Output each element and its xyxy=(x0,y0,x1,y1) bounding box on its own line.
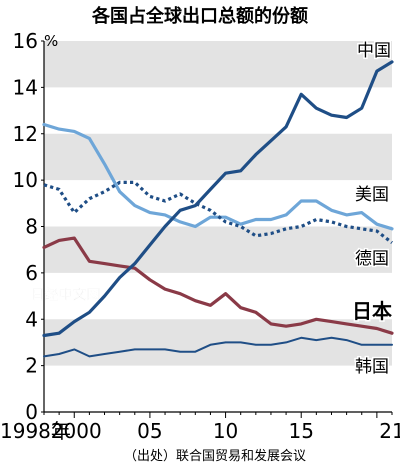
x-tick-label: 15 xyxy=(288,419,313,443)
y-tick-label: 16 xyxy=(13,29,38,53)
grid-band xyxy=(44,133,392,181)
series-label: 韩国 xyxy=(355,357,389,377)
series-line xyxy=(43,336,393,358)
series-label: 德国 xyxy=(355,249,389,269)
chart-title: 各国占全球出口总额的份额 xyxy=(91,5,308,27)
y-tick-labels: 0 2 4 6 8 10 12 14 16 xyxy=(13,29,44,424)
series-line xyxy=(43,180,393,244)
x-tick-label: 2000 xyxy=(51,419,102,443)
grid-bands xyxy=(44,41,392,366)
y-tick-label: 4 xyxy=(25,307,38,331)
grid-band xyxy=(44,226,392,273)
series-line xyxy=(42,236,394,335)
series-label: 中国 xyxy=(357,41,391,61)
watermark-text: 日经中文网 xyxy=(31,287,101,303)
y-tick-label: 0 xyxy=(25,400,38,424)
y-tick-label: 14 xyxy=(13,75,38,99)
x-tick-label: 1998年 xyxy=(0,419,71,443)
grid-band xyxy=(44,41,392,88)
y-tick-label: 12 xyxy=(13,122,38,146)
y-tick-label: 8 xyxy=(25,215,38,239)
source-note: （出处）联合国贸易和发展会议 xyxy=(124,448,306,464)
x-tick-label: 10 xyxy=(213,419,238,443)
y-tick-label: 6 xyxy=(25,261,38,285)
y-tick-label: 10 xyxy=(13,168,38,192)
x-tick-label: 21 xyxy=(379,419,400,443)
grid-band xyxy=(44,319,392,366)
x-tick-label: 05 xyxy=(137,419,162,443)
series-label: 美国 xyxy=(355,185,389,205)
y-tick-label: 2 xyxy=(25,354,38,378)
series-line xyxy=(42,60,394,338)
series-label: 日本 xyxy=(352,299,392,323)
y-unit-label: % xyxy=(44,32,58,50)
series-lines xyxy=(42,60,394,358)
